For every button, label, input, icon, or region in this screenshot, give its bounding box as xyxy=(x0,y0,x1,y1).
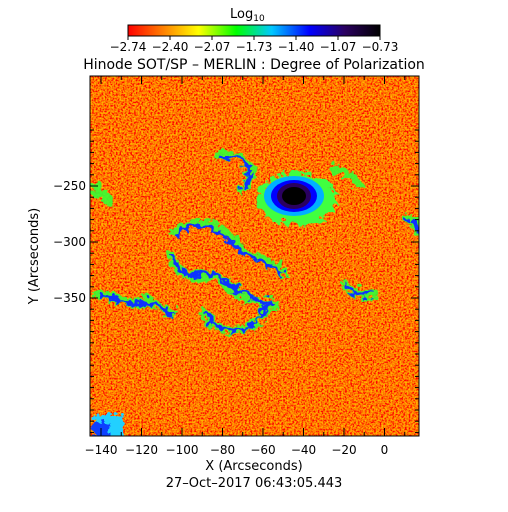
y-axis: −250 −300 −350 xyxy=(53,129,419,433)
y-axis-label: Y (Arcseconds) xyxy=(27,208,42,305)
colorbar-tick-label: −2.40 xyxy=(152,40,189,54)
colorbar-tick-label: −2.74 xyxy=(110,40,147,54)
x-tick-label: −60 xyxy=(250,443,275,457)
colorbar-tick-label: −2.07 xyxy=(194,40,231,54)
colorbar-tick-label: −1.40 xyxy=(278,40,315,54)
colorbar: Log10 −2.74 −2.40 −2.07 −1.73 −1.40 −1.07 −0.7… xyxy=(110,7,399,54)
plot-title: Hinode SOT/SP – MERLIN : Degree of Polar… xyxy=(83,57,425,73)
x-axis: −140 −120 −100 −80 −60 −40 −20 0 xyxy=(85,76,406,457)
y-tick-label: −300 xyxy=(53,235,86,249)
plot-frame xyxy=(89,75,420,437)
x-axis-label: X (Arcseconds) xyxy=(205,459,302,474)
x-tick-label: −20 xyxy=(331,443,356,457)
x-tick-label: 0 xyxy=(381,443,389,457)
timestamp: 27–Oct–2017 06:43:05.443 xyxy=(166,476,343,491)
colorbar-ticks: −2.74 −2.40 −2.07 −1.73 −1.40 −1.07 −0.73 xyxy=(110,36,399,54)
network-structures xyxy=(90,145,419,331)
x-tick-label: −140 xyxy=(85,443,118,457)
x-tick-label: −80 xyxy=(210,443,235,457)
x-tick-label: −120 xyxy=(125,443,158,457)
colorbar-gradient xyxy=(127,24,381,37)
y-tick-label: −250 xyxy=(53,179,86,193)
x-tick-label: −40 xyxy=(291,443,316,457)
sunspot xyxy=(254,170,334,222)
colorbar-label: Log10 xyxy=(230,7,265,24)
colorbar-tick-label: −1.73 xyxy=(236,40,273,54)
y-tick-label: −350 xyxy=(53,291,86,305)
x-tick-label: −100 xyxy=(166,443,199,457)
colorbar-tick-label: −0.73 xyxy=(362,40,399,54)
polarization-map xyxy=(90,76,419,436)
colorbar-tick-label: −1.07 xyxy=(320,40,357,54)
